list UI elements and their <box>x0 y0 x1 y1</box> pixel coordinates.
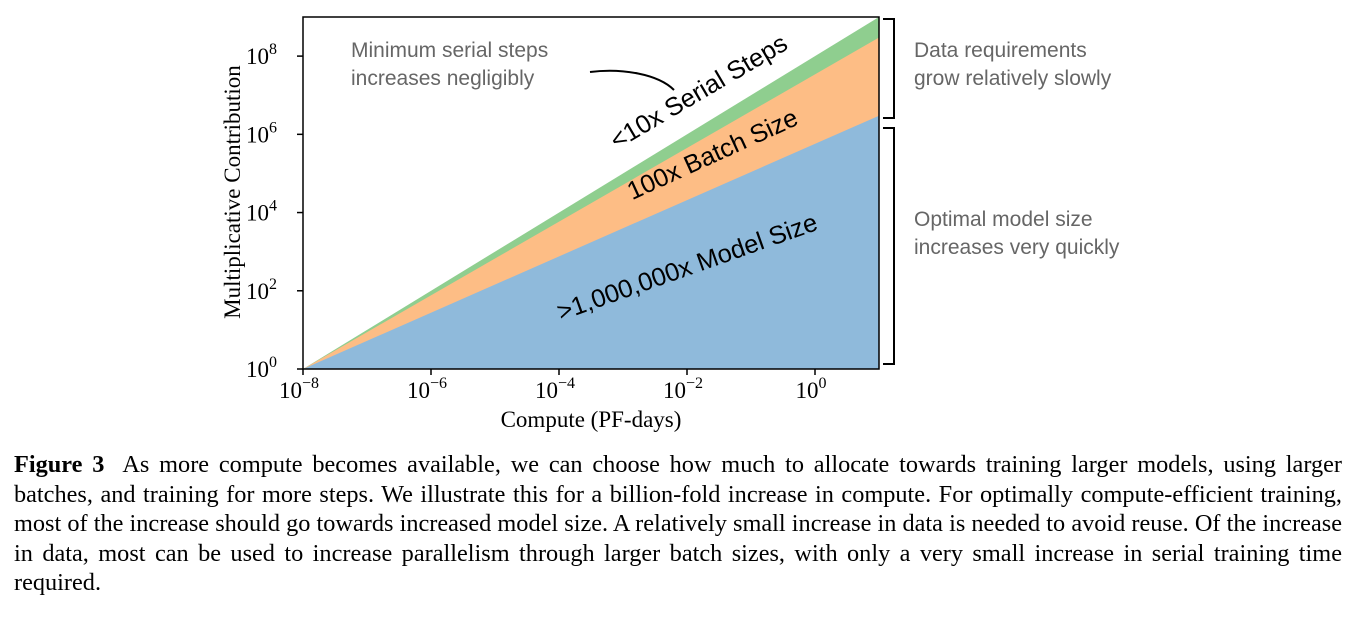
y-tick-label: 106 <box>246 119 277 147</box>
x-tick-label: 10−8 <box>279 375 319 403</box>
x-tick-label: 100 <box>796 375 827 403</box>
figure-caption: Figure 3 As more compute becomes availabl… <box>14 450 1342 598</box>
x-tick-label: 10−4 <box>535 375 575 403</box>
x-axis-label: Compute (PF-days) <box>501 407 682 432</box>
y-tick-label: 100 <box>246 354 277 382</box>
serial-note-line1: Minimum serial steps <box>351 39 548 62</box>
y-ticks: 100 102 104 106 108 <box>246 41 303 382</box>
y-tick-label: 102 <box>246 276 277 304</box>
chart-figure: 10−8 10−6 10−4 10−2 100 100 102 104 106 108 Comp… <box>220 16 1120 432</box>
model-note-line1: Optimal model size <box>914 208 1093 231</box>
chart-areas <box>303 17 879 369</box>
model-note-line2: increases very quickly <box>914 236 1120 259</box>
y-axis-label: Multiplicative Contribution <box>220 65 245 319</box>
caption-label: Figure 3 <box>14 451 105 478</box>
y-tick-label: 104 <box>246 198 277 226</box>
serial-note-pointer <box>589 69 675 91</box>
data-bracket <box>883 18 895 119</box>
caption-text: As more compute becomes available, we ca… <box>14 451 1342 597</box>
x-tick-label: 10−6 <box>407 375 447 403</box>
data-note-line2: grow relatively slowly <box>914 67 1112 90</box>
y-tick-label: 108 <box>246 41 277 69</box>
plot-frame <box>302 16 880 370</box>
area-0 <box>303 115 879 369</box>
x-ticks: 10−8 10−6 10−4 10−2 100 <box>279 369 827 403</box>
data-note-line1: Data requirements <box>914 39 1087 62</box>
model-bracket <box>883 127 895 365</box>
serial-note-line2: increases negligibly <box>351 67 535 90</box>
x-tick-label: 10−2 <box>663 375 703 403</box>
